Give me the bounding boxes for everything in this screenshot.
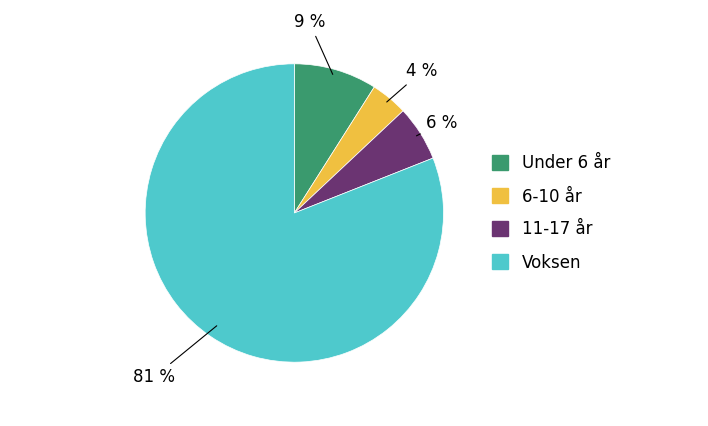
Wedge shape bbox=[145, 64, 443, 362]
Text: 6 %: 6 % bbox=[416, 115, 457, 136]
Text: 9 %: 9 % bbox=[294, 13, 333, 75]
Text: 4 %: 4 % bbox=[387, 62, 438, 102]
Text: 81 %: 81 % bbox=[133, 326, 217, 386]
Wedge shape bbox=[295, 111, 433, 213]
Legend: Under 6 år, 6-10 år, 11-17 år, Voksen: Under 6 år, 6-10 år, 11-17 år, Voksen bbox=[492, 155, 610, 271]
Wedge shape bbox=[295, 64, 375, 213]
Wedge shape bbox=[295, 87, 403, 213]
